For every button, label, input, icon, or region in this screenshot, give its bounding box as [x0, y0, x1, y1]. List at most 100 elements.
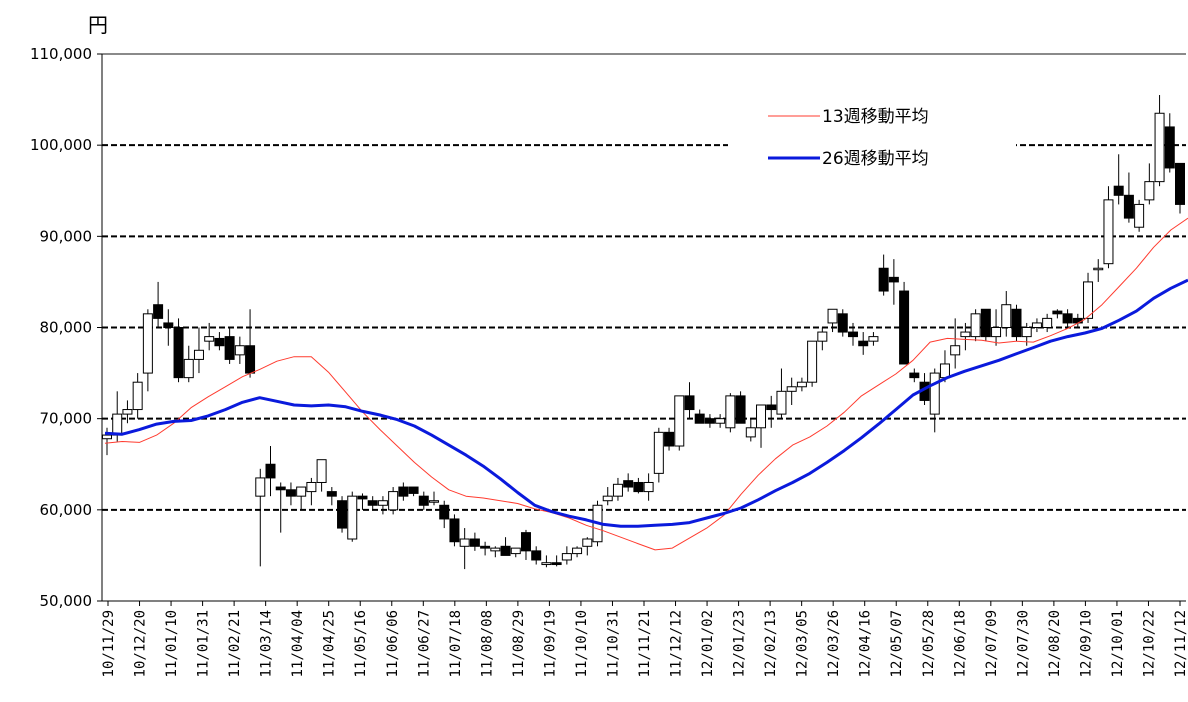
- candle: [776, 368, 787, 419]
- candle: [132, 373, 143, 419]
- x-tick-label: 11/07/18: [448, 610, 464, 677]
- candle: [275, 482, 286, 533]
- candle: [704, 414, 715, 428]
- candle: [643, 473, 654, 501]
- candle: [725, 393, 736, 433]
- candle: [480, 541, 491, 556]
- y-tick-label: 110,000: [30, 45, 92, 63]
- x-tick-label: 12/03/05: [795, 610, 811, 677]
- y-tick-label: 50,000: [40, 592, 93, 610]
- x-tick-label: 12/05/28: [921, 610, 937, 677]
- candle-body-down: [633, 481, 644, 493]
- candle: [766, 395, 777, 428]
- candle-body-down: [398, 486, 409, 497]
- candle: [1175, 162, 1185, 214]
- candle: [316, 459, 327, 492]
- candle: [1134, 199, 1145, 232]
- y-tick-label: 60,000: [40, 501, 93, 519]
- candle-body-down: [623, 480, 634, 488]
- candle-body-up: [183, 358, 194, 379]
- candle: [582, 537, 593, 556]
- candle-body-down: [337, 500, 348, 529]
- candle-body-up: [745, 427, 756, 438]
- candle-body-up: [960, 331, 971, 338]
- candle-body-down: [469, 538, 480, 547]
- candle-body-up: [612, 483, 623, 497]
- x-tick-label: 11/10/10: [574, 610, 590, 677]
- candle: [163, 309, 174, 346]
- x-tick-label: 11/05/16: [353, 610, 369, 677]
- candle-body-down: [245, 345, 256, 374]
- candle-body-up: [991, 327, 1002, 338]
- candle-body-up: [1134, 203, 1145, 228]
- moving-average-lines: [104, 217, 1188, 551]
- candle-body-up: [725, 395, 736, 429]
- candle: [572, 546, 583, 558]
- candle: [909, 368, 920, 383]
- x-tick-label: 12/03/26: [826, 610, 842, 677]
- x-tick-label: 12/05/07: [889, 610, 905, 677]
- candle-body-up: [827, 308, 838, 324]
- x-tick-label: 12/01/02: [700, 610, 716, 677]
- candle: [510, 547, 521, 558]
- candle-body-down: [285, 489, 296, 497]
- x-tick-label: 12/10/01: [1110, 610, 1126, 677]
- candle: [449, 514, 460, 547]
- ma26-line: [104, 278, 1188, 528]
- legend-label: 26週移動平均: [822, 149, 929, 169]
- candle-body-down: [265, 463, 276, 479]
- x-tick-label: 11/06/27: [416, 610, 432, 677]
- x-tick-label: 12/07/30: [1015, 610, 1031, 677]
- x-tick-label: 11/12/12: [669, 610, 685, 677]
- x-tick-label: 11/01/10: [164, 610, 180, 677]
- x-tick-label: 11/11/21: [637, 610, 653, 677]
- candle: [664, 427, 675, 451]
- x-tick-label: 11/01/31: [196, 610, 212, 677]
- candle-body-up: [112, 413, 123, 436]
- candle-body-up: [572, 547, 583, 555]
- candle: [847, 322, 858, 346]
- candle-body-up: [796, 381, 807, 388]
- candle: [1072, 313, 1083, 328]
- candle: [234, 336, 245, 364]
- y-tick-label: 90,000: [40, 227, 93, 245]
- candle: [1052, 309, 1063, 319]
- candle: [367, 496, 378, 510]
- candle: [633, 477, 644, 494]
- candle-body-up: [306, 481, 317, 493]
- x-tick-label: 11/02/21: [227, 610, 243, 677]
- candle-body-up: [388, 491, 399, 511]
- candle-body-up: [939, 363, 950, 379]
- candle: [153, 281, 164, 328]
- candle-body-up: [674, 395, 685, 447]
- candle: [950, 318, 961, 369]
- candle-body-down: [531, 550, 542, 561]
- x-tick-label: 11/06/06: [385, 610, 401, 677]
- legend-label: 13週移動平均: [822, 107, 929, 127]
- candle-body-up: [255, 477, 266, 497]
- candle: [991, 309, 1002, 346]
- candle: [265, 446, 276, 497]
- candle-body-up: [316, 459, 327, 483]
- candle: [1154, 95, 1165, 187]
- candle-body-up: [1154, 112, 1165, 183]
- candle-body-up: [582, 538, 593, 547]
- candle: [173, 318, 184, 383]
- candle-body-up: [1021, 327, 1032, 338]
- candle: [306, 477, 317, 506]
- candle: [756, 404, 767, 448]
- y-tick-label: 100,000: [30, 136, 92, 154]
- candle-body-up: [459, 538, 470, 547]
- candle-body-down: [326, 491, 337, 497]
- x-tick-label: 12/10/22: [1141, 610, 1157, 677]
- candle: [1103, 186, 1114, 269]
- candle-body-up: [1031, 322, 1042, 329]
- x-tick-label: 12/09/10: [1078, 610, 1094, 677]
- x-tick-label: 12/04/16: [858, 610, 874, 677]
- candle-body-up: [1042, 317, 1053, 328]
- candle: [183, 345, 194, 383]
- x-tick-label: 11/09/19: [542, 610, 558, 677]
- candle: [347, 491, 358, 542]
- candle-body-up: [296, 486, 307, 497]
- candle-body-up: [1144, 181, 1155, 201]
